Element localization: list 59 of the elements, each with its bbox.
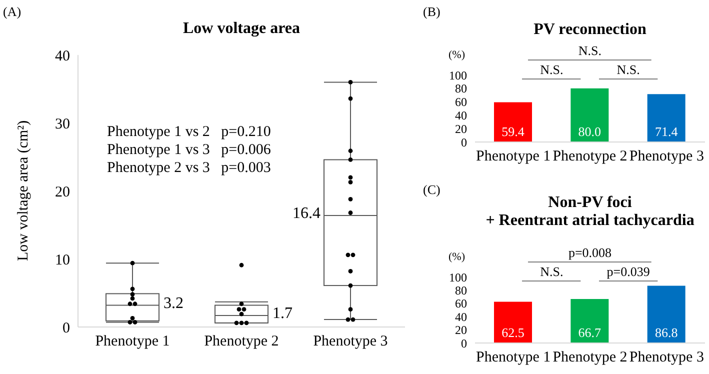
text: (B) bbox=[423, 4, 440, 20]
y-axis-title: (%) bbox=[448, 49, 465, 61]
y-tick-label: 40 bbox=[55, 48, 70, 64]
data-label: 80.0 bbox=[578, 124, 602, 139]
y-tick-label: 20 bbox=[455, 323, 467, 338]
bar bbox=[570, 298, 609, 343]
x-tick-label: Phenotype 3 bbox=[313, 334, 388, 350]
x-tick-label: Phenotype 2 bbox=[552, 148, 628, 165]
y-tick-label: 60 bbox=[455, 95, 467, 110]
x-tick-label: Phenotype 1 bbox=[476, 350, 551, 366]
annotation: N.S. bbox=[539, 264, 564, 280]
x-tick-label: Phenotype 1 bbox=[95, 334, 170, 350]
y-tick-label: 30 bbox=[55, 116, 70, 132]
x-tick-label: Phenotype 3 bbox=[629, 350, 704, 366]
bar bbox=[647, 286, 686, 343]
annotation: Phenotype 1 vs 2 p=0.210 bbox=[107, 124, 271, 141]
annotation: p=0.039 bbox=[606, 264, 651, 280]
y-tick-label: 80 bbox=[455, 283, 467, 298]
y-tick-label: 20 bbox=[55, 184, 70, 200]
annotation: 16.4 bbox=[292, 205, 320, 224]
annotation: Phenotype 2 vs 3 p=0.003 bbox=[107, 160, 271, 177]
y-tick-label: 40 bbox=[455, 310, 467, 324]
text: (C) bbox=[423, 182, 440, 198]
text: (A) bbox=[3, 4, 22, 20]
y-tick-label: 40 bbox=[455, 108, 467, 122]
annotation: 3.2 bbox=[164, 295, 184, 314]
chart-title: PV reconnection bbox=[532, 21, 648, 39]
y-tick-label: 0 bbox=[62, 320, 70, 336]
chart-title: Non-PV foci + Reentrant atrial tachycardia bbox=[486, 194, 694, 229]
annotation: N.S. bbox=[616, 62, 641, 78]
annotation: Phenotype 1 vs 3 p=0.006 bbox=[107, 142, 271, 159]
y-axis-title: (%) bbox=[448, 251, 465, 263]
data-label: 66.7 bbox=[578, 325, 602, 340]
data-label: 71.4 bbox=[654, 124, 678, 139]
x-tick-label: Phenotype 3 bbox=[629, 148, 704, 165]
bar bbox=[494, 302, 532, 343]
data-label: 59.4 bbox=[502, 124, 525, 139]
bar bbox=[494, 102, 532, 142]
x-tick-label: Phenotype 2 bbox=[552, 350, 628, 366]
y-tick-label: 20 bbox=[455, 122, 467, 136]
y-axis-title: Low voltage area (cm²) bbox=[14, 120, 32, 264]
y-tick-label: 60 bbox=[455, 296, 467, 311]
bar bbox=[647, 94, 686, 142]
annotation: N.S. bbox=[539, 62, 564, 78]
annotation: 1.7 bbox=[272, 305, 292, 324]
y-tick-label: 100 bbox=[449, 270, 467, 284]
y-tick-label: 80 bbox=[455, 82, 467, 96]
y-tick-label: 10 bbox=[55, 252, 70, 268]
x-tick-label: Phenotype 2 bbox=[204, 334, 279, 350]
chart-title: Low voltage area bbox=[182, 20, 301, 38]
x-tick-label: Phenotype 1 bbox=[476, 148, 551, 165]
y-tick-label: 100 bbox=[449, 68, 467, 82]
text: N.S. bbox=[577, 43, 603, 59]
text: p=0.008 bbox=[567, 245, 613, 261]
y-tick-label: 0 bbox=[461, 336, 467, 350]
bar bbox=[570, 88, 609, 142]
data-label: 86.8 bbox=[654, 325, 678, 340]
data-label: 62.5 bbox=[502, 325, 524, 340]
y-tick-label: 0 bbox=[461, 135, 467, 150]
